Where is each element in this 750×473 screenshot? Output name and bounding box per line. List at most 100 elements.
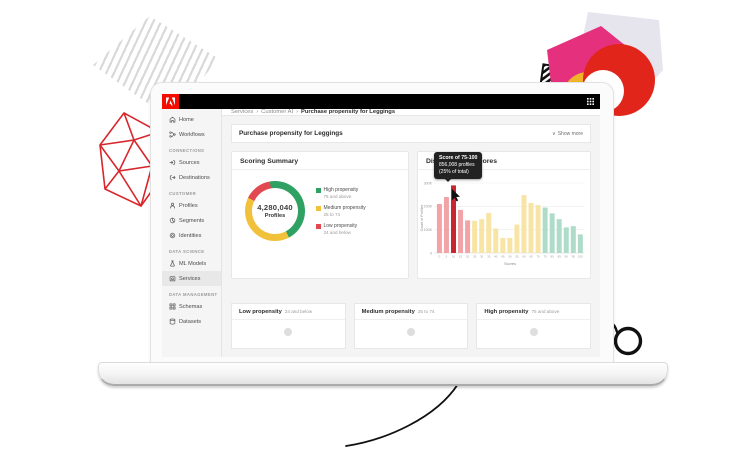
sidebar-item-identities[interactable]: Identities bbox=[162, 228, 221, 243]
svg-text:50: 50 bbox=[508, 254, 512, 258]
svg-text:35: 35 bbox=[487, 254, 491, 258]
breadcrumb-separator: › bbox=[296, 109, 299, 115]
legend-range: 25 to 74 bbox=[323, 212, 341, 217]
laptop-base bbox=[98, 362, 668, 386]
scoring-summary-body: 4,280,040 Profiles High propensity 75 and… bbox=[232, 170, 408, 241]
sidebar-item-ml-models[interactable]: ML Models bbox=[162, 256, 221, 271]
sidebar-item-datasets[interactable]: Datasets bbox=[162, 314, 221, 329]
scoring-donut-chart[interactable]: 4,280,040 Profiles bbox=[245, 181, 305, 241]
svg-text:40: 40 bbox=[494, 254, 498, 258]
chevron-down-icon: ∨ bbox=[552, 130, 556, 137]
svg-text:20: 20 bbox=[466, 254, 470, 258]
total-profiles-value: 4,280,040 bbox=[257, 202, 293, 212]
sidebar-item-segments[interactable]: Segments bbox=[162, 213, 221, 228]
svg-text:90: 90 bbox=[565, 254, 569, 258]
app-topbar bbox=[162, 94, 600, 109]
profiles-icon bbox=[169, 202, 176, 209]
sidebar-item-label: Workflows bbox=[179, 131, 205, 138]
svg-text:25: 25 bbox=[473, 254, 477, 258]
svg-text:5: 5 bbox=[446, 254, 448, 258]
legend-item-high-propensity: High propensity 75 and above bbox=[316, 187, 366, 199]
app-grid-icon[interactable] bbox=[587, 98, 594, 105]
sidebar-item-destinations[interactable]: Destinations bbox=[162, 170, 221, 185]
sidebar-item-services[interactable]: Services bbox=[162, 271, 221, 286]
svg-text:85: 85 bbox=[558, 254, 562, 258]
sidebar-section-label-customer: CUSTOMER bbox=[169, 191, 197, 196]
identities-icon bbox=[169, 232, 176, 239]
propensity-card-title: Low propensity bbox=[239, 309, 282, 315]
tooltip-percent: (25% of total) bbox=[439, 169, 469, 175]
adobe-logo[interactable] bbox=[162, 94, 179, 109]
svg-text:Count of Profiles: Count of Profiles bbox=[420, 205, 424, 232]
scoring-summary-title: Scoring Summary bbox=[232, 152, 408, 170]
sidebar-item-profiles[interactable]: Profiles bbox=[162, 198, 221, 213]
svg-text:200K: 200K bbox=[424, 205, 433, 209]
propensity-card-range: 75 and above bbox=[531, 309, 560, 314]
svg-text:55: 55 bbox=[515, 254, 519, 258]
mouse-cursor-icon bbox=[452, 189, 460, 202]
workflows-icon bbox=[169, 131, 176, 138]
svg-text:10: 10 bbox=[452, 254, 456, 258]
sidebar-item-label: Segments bbox=[179, 217, 205, 224]
page-title: Purchase propensity for Leggings bbox=[239, 130, 343, 137]
svg-text:80: 80 bbox=[551, 254, 555, 258]
legend-item-low-propensity: Low propensity 24 and below bbox=[316, 223, 366, 235]
legend-text: High propensity 75 and above bbox=[324, 187, 359, 199]
services-icon bbox=[169, 275, 176, 282]
propensity-card-header: Low propensity 24 and below bbox=[232, 304, 345, 320]
distribution-card: Distribution of Scores 0100K200K300K0510… bbox=[417, 151, 591, 279]
svg-text:75: 75 bbox=[544, 254, 548, 258]
placeholder-circle bbox=[284, 328, 293, 336]
legend-text: Medium propensity 25 to 74 bbox=[324, 205, 366, 217]
datasets-icon bbox=[169, 318, 176, 325]
show-more-button[interactable]: ∨ Show more bbox=[552, 131, 583, 137]
svg-text:0: 0 bbox=[430, 251, 432, 255]
segments-icon bbox=[169, 217, 176, 224]
legend-item-medium-propensity: Medium propensity 25 to 74 bbox=[316, 205, 366, 217]
sidebar-item-home[interactable]: Home bbox=[162, 112, 221, 127]
sidebar-item-workflows[interactable]: Workflows bbox=[162, 127, 221, 142]
sidebar-item-label: Schemas bbox=[179, 303, 203, 310]
sidebar-section-label-data-management: DATA MANAGEMENT bbox=[169, 292, 218, 297]
svg-text:60: 60 bbox=[522, 254, 526, 258]
propensity-card-range: 25 to 74 bbox=[417, 309, 435, 314]
placeholder-circle bbox=[529, 328, 538, 336]
propensity-card-body bbox=[477, 320, 590, 336]
sidebar-item-sources[interactable]: Sources bbox=[162, 155, 221, 170]
breadcrumb-item-customer-ai[interactable]: Customer AI bbox=[261, 109, 294, 115]
donut-center: 4,280,040 Profiles bbox=[252, 188, 298, 234]
svg-text:65: 65 bbox=[529, 254, 533, 258]
propensity-card-high-propensity: High propensity 75 and above bbox=[476, 303, 592, 349]
propensity-card-body bbox=[355, 320, 468, 336]
sidebar-item-schemas[interactable]: Schemas bbox=[162, 299, 221, 314]
svg-text:95: 95 bbox=[572, 254, 576, 258]
app-window: Home Workflows CONNECTIONS Sources Destinati… bbox=[162, 94, 600, 357]
sidebar-item-label: ML Models bbox=[179, 260, 207, 267]
charts-row: Scoring Summary 4,280,040 Profiles High … bbox=[231, 151, 591, 279]
propensity-cards-row: Low propensity 24 and below Medium propens… bbox=[231, 303, 592, 349]
scoring-legend: High propensity 75 and above Medium propen… bbox=[316, 187, 366, 235]
sidebar: Home Workflows CONNECTIONS Sources Destinati… bbox=[162, 109, 222, 357]
svg-text:300K: 300K bbox=[424, 181, 433, 185]
total-profiles-label: Profiles bbox=[264, 213, 286, 220]
curved-wire-decoration bbox=[345, 383, 459, 447]
sidebar-item-label: Services bbox=[179, 275, 201, 282]
page-header-bar: Purchase propensity for Leggings ∨ Show … bbox=[231, 124, 591, 143]
breadcrumb-item-purchase-propensity-for-leggings: Purchase propensity for Leggings bbox=[301, 109, 396, 115]
breadcrumb-item-services[interactable]: Services bbox=[231, 109, 254, 115]
propensity-card-title: Medium propensity bbox=[361, 309, 415, 315]
breadcrumb-separator: › bbox=[256, 109, 259, 115]
sidebar-item-label: Home bbox=[179, 116, 194, 123]
sidebar-item-label: Sources bbox=[179, 159, 200, 166]
legend-swatch-icon bbox=[316, 206, 321, 211]
sidebar-item-label: Destinations bbox=[179, 174, 210, 181]
propensity-card-header: High propensity 75 and above bbox=[477, 304, 591, 320]
svg-text:30: 30 bbox=[480, 254, 484, 258]
main-area: Services › Customer AI › Purchase propensity… bbox=[222, 109, 600, 357]
laptop-screen-bezel: Home Workflows CONNECTIONS Sources Destinati… bbox=[150, 82, 614, 365]
svg-text:100: 100 bbox=[578, 254, 583, 258]
tooltip-profiles: 856,008 profiles bbox=[439, 162, 475, 168]
sidebar-section-label-data-science: DATA SCIENCE bbox=[169, 249, 205, 254]
